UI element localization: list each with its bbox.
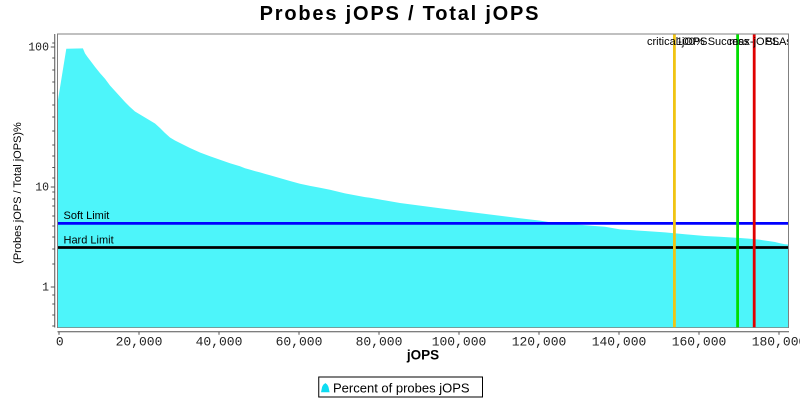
svg-text:100: 100 (28, 42, 49, 55)
svg-text:Probes jOPS / Total jOPS: Probes jOPS / Total jOPS (260, 3, 541, 25)
svg-text:60,000: 60,000 (276, 335, 323, 350)
svg-text:critical-jOPS: critical-jOPS (647, 36, 708, 48)
svg-text:40,000: 40,000 (196, 335, 243, 350)
svg-text:160,000: 160,000 (672, 335, 727, 350)
svg-text:100% Success: 100% Success (677, 36, 750, 48)
svg-text:Hard Limit: Hard Limit (64, 235, 114, 247)
svg-text:jOPS: jOPS (406, 348, 439, 363)
svg-text:80,000: 80,000 (356, 335, 403, 350)
svg-text:Soft Limit: Soft Limit (64, 210, 110, 222)
svg-text:SLAs: SLAs (766, 36, 793, 48)
svg-text:120,000: 120,000 (512, 335, 567, 350)
svg-text:0: 0 (56, 335, 64, 350)
svg-text:max-jOPS: max-jOPS (729, 36, 779, 48)
svg-text:140,000: 140,000 (592, 335, 647, 350)
svg-text:100,000: 100,000 (432, 335, 487, 350)
svg-text:180,000: 180,000 (752, 335, 800, 350)
svg-text:10: 10 (35, 182, 49, 195)
svg-text:(Probes jOPS / Total jOPS)%: (Probes jOPS / Total jOPS)% (12, 122, 24, 264)
svg-text:20,000: 20,000 (116, 335, 163, 350)
svg-text:Percent of probes jOPS: Percent of probes jOPS (333, 381, 470, 396)
svg-text:1: 1 (42, 282, 49, 295)
